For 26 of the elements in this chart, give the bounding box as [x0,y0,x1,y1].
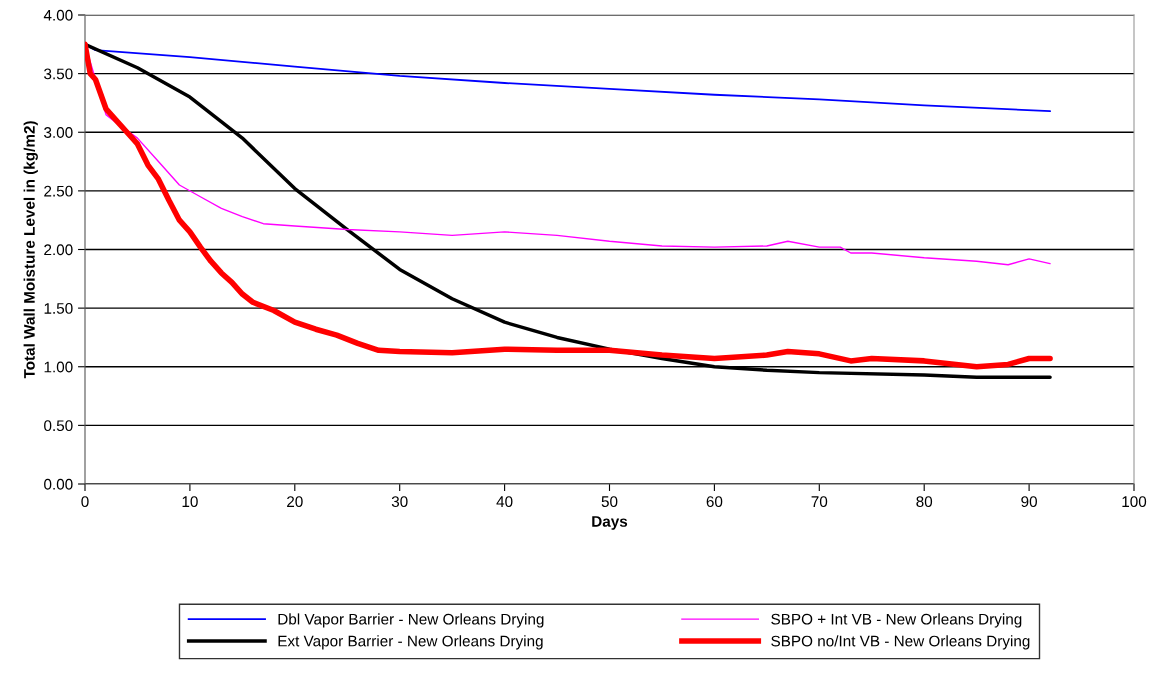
y-axis-title: Total Wall Moisture Level in (kg/m2) [23,121,38,379]
y-tick-label: 3.50 [44,68,73,80]
x-tick-label: 70 [811,496,828,508]
x-tick-label: 80 [916,496,933,508]
x-tick-label: 100 [1122,496,1147,508]
x-tick-label: 10 [182,496,198,508]
x-tick-label: 40 [496,496,513,508]
legend-label: SBPO + Int VB - New Orleans Drying [771,613,1022,628]
legend-label: Dbl Vapor Barrier - New Orleans Drying [278,613,544,628]
y-tick-label: 1.50 [44,302,73,314]
x-axis-title: Days [592,516,628,530]
x-tick-label: 0 [81,496,89,508]
y-tick-label: 1.00 [44,361,73,373]
x-tick-label: 30 [391,496,408,508]
y-tick-label: 0.50 [44,420,73,432]
x-tick-label: 90 [1021,496,1037,508]
y-tick-label: 0.00 [44,478,73,490]
x-tick-label: 60 [706,496,723,508]
y-tick-label: 2.50 [44,185,73,197]
y-tick-label: 2.00 [44,244,73,256]
y-tick-label: 3.00 [44,127,73,138]
y-tick-label: 4.00 [43,9,73,21]
legend-label: Ext Vapor Barrier - New Orleans Drying [278,635,543,650]
legend-label: SBPO no/Int VB - New Orleans Drying [771,635,1030,650]
x-tick-label: 20 [287,496,303,508]
x-tick-label: 50 [601,496,618,508]
